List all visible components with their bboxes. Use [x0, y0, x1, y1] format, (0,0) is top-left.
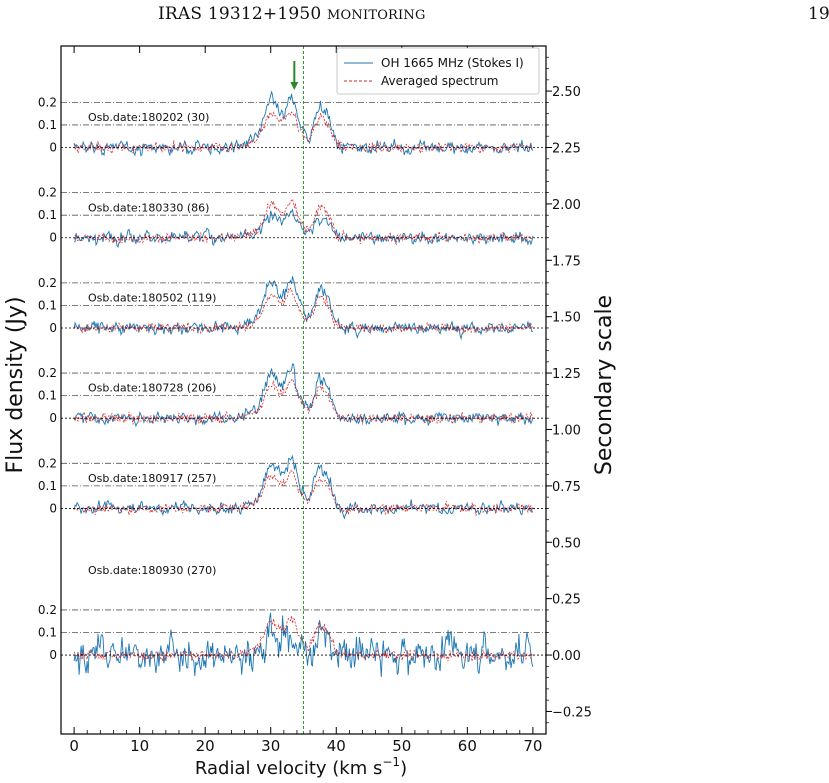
legend-box — [336, 47, 540, 95]
y-axis-label-right: Secondary scale — [592, 295, 617, 475]
left-tick-label-0-0: 0 — [49, 141, 57, 155]
left-tick-label-4-0: 0 — [49, 501, 57, 515]
left-tick-label-1-1: 0.1 — [38, 208, 57, 222]
right-tick-label-11: −0.25 — [552, 705, 592, 720]
x-tick-label-6: 60 — [458, 737, 477, 755]
panel-label-5: Osb.date:180930 (270) — [88, 564, 216, 577]
left-tick-label-5-1: 0.1 — [38, 625, 57, 639]
left-tick-label-0-1: 0.1 — [38, 118, 57, 132]
right-tick-label-6: 1.00 — [552, 423, 581, 438]
right-tick-label-1: 2.25 — [552, 142, 581, 157]
left-tick-label-2-2: 0.2 — [38, 276, 57, 290]
x-tick-label-3: 30 — [261, 737, 280, 755]
x-axis-label-sup: −1 — [382, 755, 400, 769]
left-tick-label-3-2: 0.2 — [38, 366, 57, 380]
left-tick-label-4-1: 0.1 — [38, 479, 57, 493]
left-tick-label-1-2: 0.2 — [38, 186, 57, 200]
left-tick-label-5-0: 0 — [49, 648, 57, 662]
panel-label-2: Osb.date:180502 (119) — [88, 292, 216, 305]
x-tick-label-5: 50 — [392, 737, 411, 755]
left-tick-label-1-0: 0 — [49, 231, 57, 245]
x-tick-label-1: 10 — [130, 737, 149, 755]
right-tick-label-7: 0.75 — [552, 480, 581, 495]
right-tick-label-10: 0.00 — [552, 649, 581, 664]
left-tick-label-5-2: 0.2 — [38, 603, 57, 617]
x-tick-label-4: 40 — [327, 737, 346, 755]
running-header-smallcaps: MONITORING — [327, 8, 426, 23]
left-tick-label-2-0: 0 — [49, 321, 57, 335]
right-tick-label-9: 0.25 — [552, 593, 581, 608]
feature-arrow-head — [290, 82, 299, 90]
legend: OH 1665 MHz (Stokes I) Averaged spectrum — [336, 47, 540, 95]
page-number: 19 — [808, 4, 829, 24]
left-tick-label-3-0: 0 — [49, 411, 57, 425]
overlay-layer: Osb.date:180202 (30) Osb.date:180330 (86)… — [61, 46, 546, 734]
left-tick-label-2-1: 0.1 — [38, 298, 57, 312]
panel-label-4: Osb.date:180917 (257) — [88, 472, 216, 485]
averaged-spectrum-2 — [73, 287, 534, 335]
averaged-spectrum-0 — [73, 111, 534, 155]
x-axis-label: Radial velocity (km s−1) — [195, 755, 407, 779]
x-axis-label-main: Radial velocity (km s — [195, 758, 382, 779]
left-tick-label-0-2: 0.2 — [38, 95, 57, 109]
right-tick-label-3: 1.75 — [552, 254, 581, 269]
x-tick-label-0: 0 — [69, 737, 79, 755]
legend-label-observed: OH 1665 MHz (Stokes I) — [381, 56, 524, 70]
right-tick-label-5: 1.25 — [552, 367, 581, 382]
x-tick-label-7: 70 — [523, 737, 542, 755]
panel-label-0: Osb.date:180202 (30) — [88, 111, 209, 124]
observed-spectrum-3 — [73, 363, 534, 428]
left-tick-label-4-2: 0.2 — [38, 456, 57, 470]
panel-label-1: Osb.date:180330 (86) — [88, 201, 209, 214]
averaged-spectrum-1 — [73, 198, 534, 246]
right-tick-label-2: 2.00 — [552, 198, 581, 213]
axes-layer: 0 0.1 0.2 0 0.1 0.2 0 0.1 0.2 0 0.1 0.2 0 0.1 0.2 0 0.1 0… — [38, 46, 592, 755]
right-tick-label-4: 1.50 — [552, 311, 581, 326]
y-axis-label: Flux density (Jy) — [3, 296, 28, 473]
plot-frame — [60, 45, 547, 735]
x-tick-label-2: 20 — [196, 737, 215, 755]
legend-label-averaged: Averaged spectrum — [381, 74, 499, 88]
panel-label-3: Osb.date:180728 (206) — [88, 382, 216, 395]
left-tick-label-3-1: 0.1 — [38, 389, 57, 403]
running-header: IRAS 19312+1950 MONITORING — [158, 4, 426, 24]
x-axis-label-close: ) — [400, 758, 407, 779]
right-tick-label-8: 0.50 — [552, 536, 581, 551]
right-tick-label-0: 2.50 — [552, 85, 581, 100]
averaged-spectrum-5 — [73, 615, 534, 662]
